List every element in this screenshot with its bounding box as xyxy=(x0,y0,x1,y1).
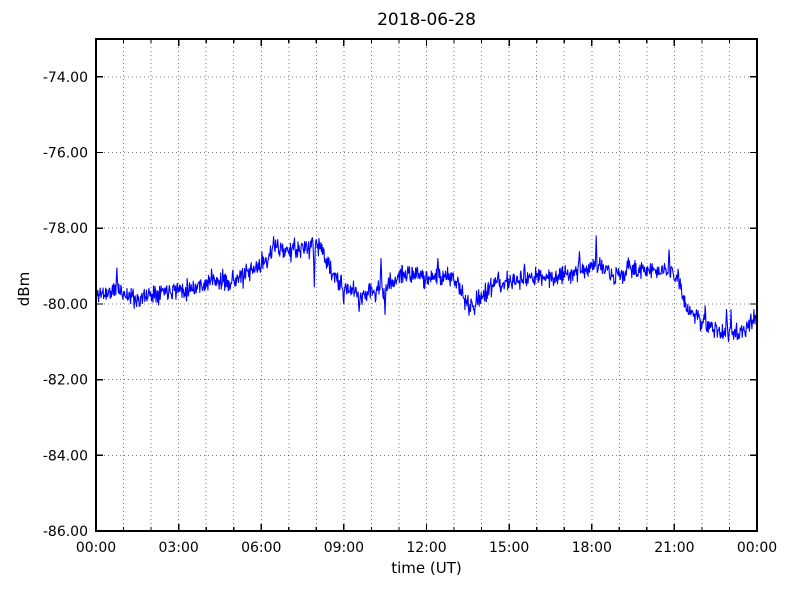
chart-title: 2018-06-28 xyxy=(377,10,476,30)
y-tick-label: -76.00 xyxy=(43,146,88,162)
x-tick-label: 06:00 xyxy=(241,540,281,556)
x-axis-label: time (UT) xyxy=(391,559,462,577)
x-tick-label: 00:00 xyxy=(737,540,777,556)
y-tick-label: -84.00 xyxy=(43,448,88,464)
x-tick-label: 21:00 xyxy=(654,540,694,556)
x-tick-label: 12:00 xyxy=(406,540,446,556)
x-tick-label: 00:00 xyxy=(76,540,116,556)
signal-line xyxy=(95,235,758,343)
y-axis-label: dBm xyxy=(15,271,33,307)
y-tick-label: -78.00 xyxy=(43,221,88,237)
x-tick-label: 09:00 xyxy=(324,540,364,556)
x-tick-label: 18:00 xyxy=(572,540,612,556)
y-tick-label: -86.00 xyxy=(43,524,88,540)
y-tick-label: -80.00 xyxy=(43,297,88,313)
plot-border xyxy=(95,38,758,532)
y-tick-label: -82.00 xyxy=(43,373,88,389)
x-tick-label: 15:00 xyxy=(489,540,529,556)
x-tick-label: 03:00 xyxy=(158,540,198,556)
y-tick-label: -74.00 xyxy=(43,70,88,86)
